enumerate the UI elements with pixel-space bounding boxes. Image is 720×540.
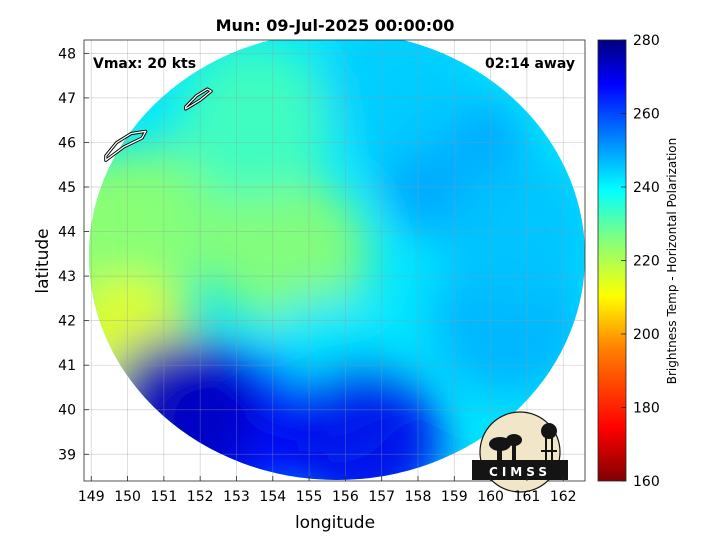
y-tick-label-9: 48 xyxy=(58,46,76,62)
distance-annotation: 02:14 away xyxy=(485,56,575,72)
x-tick-label-10: 159 xyxy=(441,489,468,505)
y-axis: 39 40 41 42 43 44 45 46 47 48 xyxy=(58,46,89,463)
colorbar-label: Brightness Temp - Horizontal Polarizatio… xyxy=(665,138,679,385)
x-tick-label-12: 161 xyxy=(514,489,541,505)
colorbar-tick-label-6: 280 xyxy=(633,33,660,49)
y-tick-label-3: 42 xyxy=(58,314,76,330)
y-tick-label-5: 44 xyxy=(58,225,76,241)
brightness-swath xyxy=(89,40,585,480)
x-tick-label-2: 151 xyxy=(151,489,178,505)
colorbar-tick-label-5: 260 xyxy=(633,107,660,123)
x-axis-label: longitude xyxy=(295,513,375,533)
y-tick-label-0: 39 xyxy=(58,447,76,463)
x-tick-label-7: 156 xyxy=(332,489,359,505)
x-tick-label-0: 149 xyxy=(78,489,105,505)
colorbar-tick-label-4: 240 xyxy=(633,180,660,196)
cimss-logo: CIMSS xyxy=(472,411,568,493)
colorbar-tick-label-3: 220 xyxy=(633,254,660,270)
x-tick-label-11: 160 xyxy=(477,489,504,505)
y-tick-label-6: 45 xyxy=(58,180,76,196)
colorbar-tick-label-2: 200 xyxy=(633,327,660,343)
y-tick-label-8: 47 xyxy=(58,91,76,107)
x-tick-label-8: 157 xyxy=(368,489,395,505)
x-tick-label-5: 154 xyxy=(259,489,286,505)
x-tick-label-9: 158 xyxy=(405,489,432,505)
x-tick-label-13: 162 xyxy=(550,489,577,505)
x-tick-label-3: 152 xyxy=(187,489,214,505)
island-coast-0 xyxy=(105,130,147,161)
swath-region-11 xyxy=(441,153,585,310)
colorbar-ticks: 160 180 200 220 240 260 280 xyxy=(621,33,660,490)
logo-text: CIMSS xyxy=(489,465,551,479)
x-tick-label-6: 155 xyxy=(296,489,323,505)
island-coast-1 xyxy=(185,88,212,110)
plot-frame xyxy=(83,39,586,482)
swath-region-2 xyxy=(212,175,369,332)
vmax-annotation: Vmax: 20 kts xyxy=(93,56,196,72)
y-axis-label: latitude xyxy=(33,228,53,293)
y-tick-label-4: 43 xyxy=(58,269,76,285)
y-tick-label-2: 41 xyxy=(58,358,76,374)
x-tick-label-4: 153 xyxy=(223,489,250,505)
grid-overlay xyxy=(84,40,585,481)
swath-region-4 xyxy=(176,42,333,199)
swath-region-1 xyxy=(89,144,235,301)
y-tick-label-7: 46 xyxy=(58,135,76,151)
x-axis: 149 150 151 152 153 154 155 156 157 158 159 160 161 1… xyxy=(78,476,577,505)
colorbar-tick-label-0: 160 xyxy=(633,474,660,490)
coastlines xyxy=(104,87,213,162)
x-tick-label-1: 150 xyxy=(114,489,141,505)
chart-title: Mun: 09-Jul-2025 00:00:00 xyxy=(216,16,455,35)
y-tick-label-1: 40 xyxy=(58,403,76,419)
colorbar-tick-label-1: 180 xyxy=(633,401,660,417)
